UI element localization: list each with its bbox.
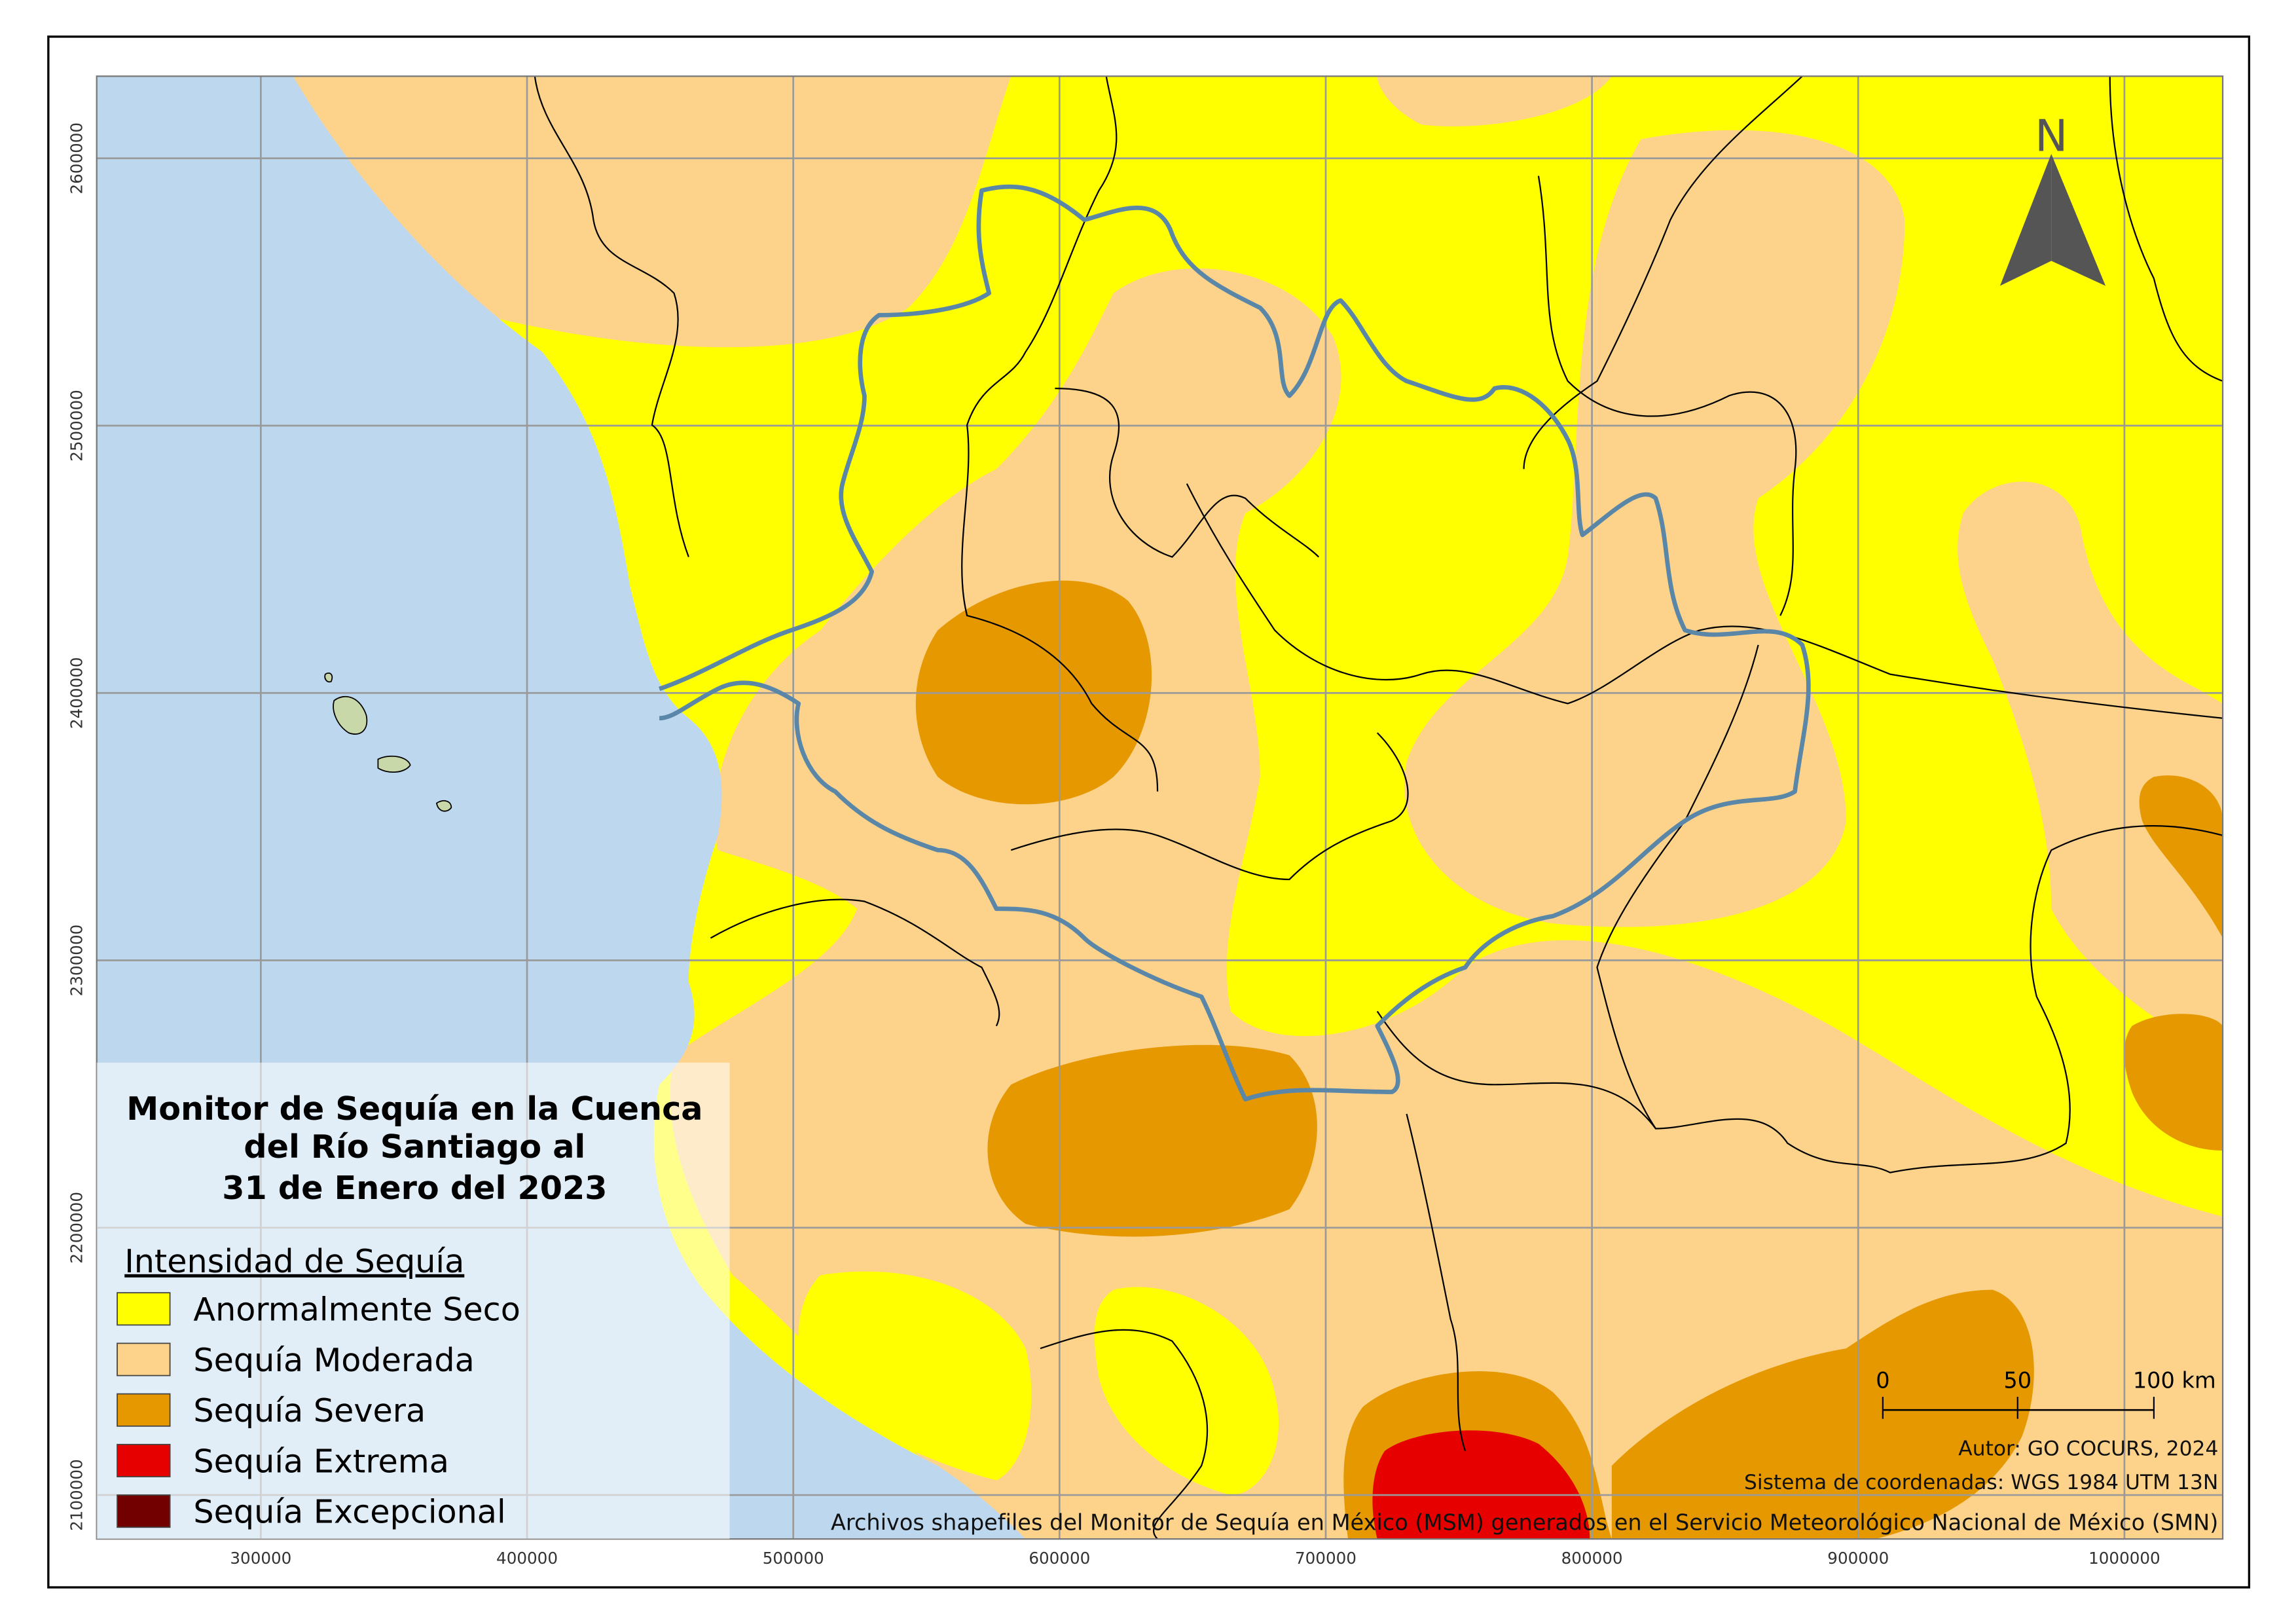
legend: Anormalmente Seco Sequía Moderada Sequía S… [117, 1291, 520, 1531]
legend-swatch [117, 1342, 171, 1376]
y-grid-label: 2500000 [67, 390, 86, 462]
legend-swatch [117, 1292, 171, 1326]
title: Monitor de Sequía en la Cuenca del Río S… [126, 1090, 702, 1207]
legend-panel [96, 1062, 730, 1540]
legend-title: Intensidad de Sequía [124, 1242, 464, 1280]
y-grid-label: 2300000 [67, 925, 86, 997]
y-grid-label: 2400000 [67, 657, 86, 729]
legend-label: Sequía Extrema [193, 1442, 448, 1480]
legend-swatch [117, 1494, 171, 1528]
y-grid-label: 2200000 [67, 1192, 86, 1264]
credit: Autor: GO COCURS, 2024 [1958, 1437, 2218, 1461]
x-grid-label: 300000 [230, 1549, 291, 1568]
x-grid-label: 400000 [496, 1549, 558, 1568]
title-line: Monitor de Sequía en la Cuenca [126, 1090, 702, 1128]
legend-label: Sequía Severa [193, 1392, 426, 1430]
legend-swatch [117, 1443, 171, 1477]
x-grid-label: 700000 [1295, 1549, 1357, 1568]
credit: Archivos shapefiles del Monitor de Sequí… [831, 1510, 2218, 1536]
north-arrow-right [2051, 154, 2106, 286]
scale-bar: 0 50 100 km [1876, 1368, 2216, 1419]
grid-labels: 300000 400000 500000 600000 700000 800000 9000… [67, 122, 2160, 1568]
basin-boundary [659, 184, 1811, 1102]
y-grid-label: 2600000 [67, 122, 86, 194]
islands [324, 673, 452, 812]
north-arrow: N [1999, 111, 2106, 286]
scale-label: 50 [2003, 1368, 2032, 1393]
legend-label: Anormalmente Seco [193, 1291, 520, 1329]
x-grid-label: 900000 [1827, 1549, 1889, 1568]
x-grid-label: 800000 [1561, 1549, 1623, 1568]
legend-label: Sequía Excepcional [193, 1493, 505, 1531]
extreme-drought-area [1372, 1430, 1590, 1540]
north-arrow-left [1999, 154, 2052, 286]
north-label: N [2035, 111, 2068, 162]
credits: Autor: GO COCURS, 2024 Sistema de coorde… [831, 1437, 2218, 1536]
y-grid-label: 2100000 [67, 1459, 86, 1531]
scale-label: 100 km [2133, 1368, 2216, 1393]
title-line: 31 de Enero del 2023 [222, 1169, 607, 1207]
x-grid-label: 500000 [763, 1549, 824, 1568]
state-borders [534, 76, 2223, 1540]
credit: Sistema de coordenadas: WGS 1984 UTM 13N [1744, 1471, 2218, 1494]
title-line: del Río Santiago al [244, 1128, 585, 1166]
x-grid-label: 1000000 [2088, 1549, 2160, 1568]
map-frame [96, 75, 2224, 1540]
x-grid-label: 600000 [1029, 1549, 1090, 1568]
legend-label: Sequía Moderada [193, 1341, 474, 1379]
scale-label: 0 [1876, 1368, 1889, 1393]
legend-swatch [117, 1393, 171, 1427]
